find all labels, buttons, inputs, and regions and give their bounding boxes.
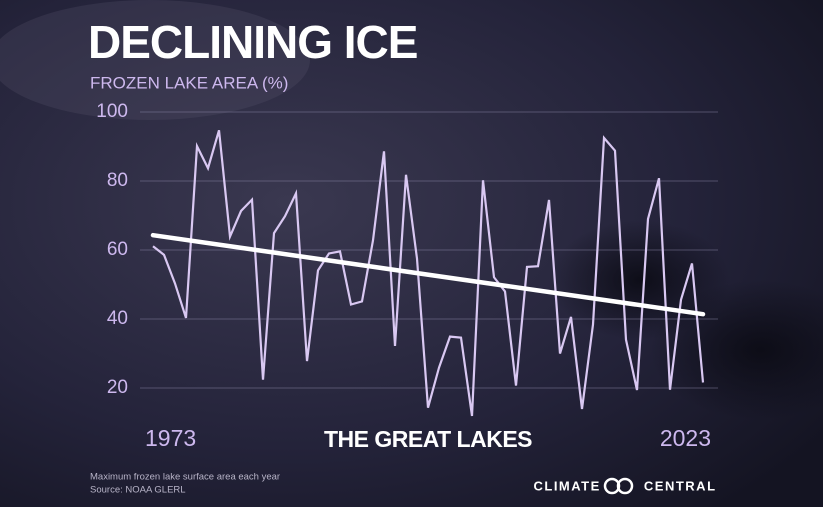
background-shade <box>550 220 730 340</box>
y-tick-label: 60 <box>107 239 128 260</box>
data-line <box>152 129 705 417</box>
y-tick-label: 20 <box>107 377 128 398</box>
chart-subtitle: FROZEN LAKE AREA (%) <box>90 73 288 92</box>
background-shade <box>0 0 310 120</box>
logo-circle <box>616 477 634 495</box>
y-tick-label: 80 <box>107 170 128 191</box>
y-tick-label: 100 <box>96 101 128 122</box>
x-tick-label: 1973 <box>145 425 196 451</box>
y-tick-label: 40 <box>107 308 128 329</box>
footnote: Maximum frozen lake surface area each ye… <box>90 472 280 483</box>
brand-name: CLIMATE CENTRAL <box>533 478 716 493</box>
chart-title: DECLINING ICE <box>88 16 417 68</box>
trend-line <box>150 232 706 317</box>
annotation: THE GREAT LAKES <box>324 426 532 452</box>
source: Source: NOAA GLERL <box>90 485 186 496</box>
brand-logo <box>603 477 634 495</box>
x-tick-label: 2023 <box>660 425 711 451</box>
